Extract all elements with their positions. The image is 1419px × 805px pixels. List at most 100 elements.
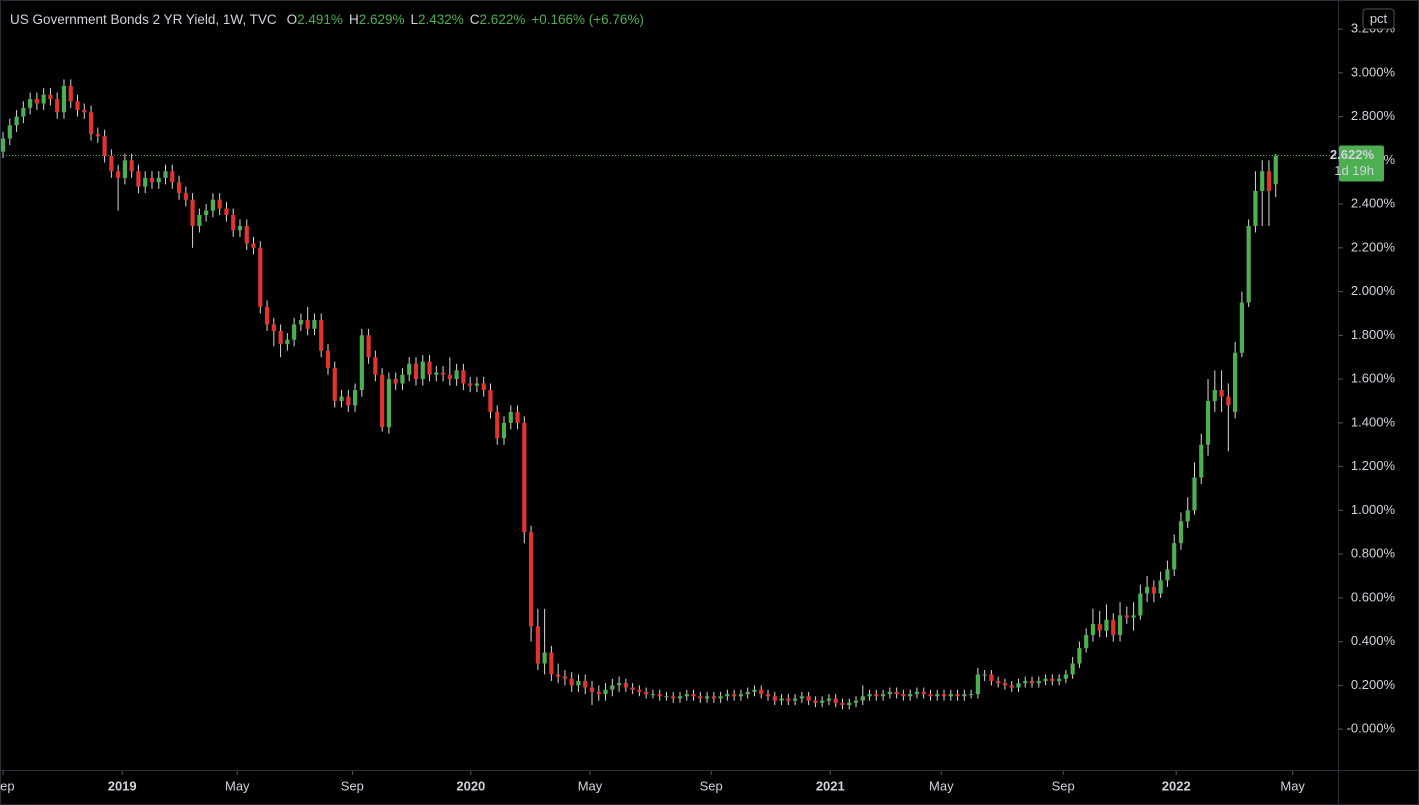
candle-body [468, 383, 473, 386]
candle-body [82, 110, 87, 113]
candle-body [928, 694, 933, 697]
candle-body [380, 374, 385, 428]
scale-button-label[interactable]: pct [1370, 11, 1388, 26]
candle-body [732, 694, 737, 697]
y-tick-label: 0.600% [1351, 589, 1396, 604]
candle-body [908, 694, 913, 697]
candle-body [786, 698, 791, 701]
ohlc-value: 2.432% [418, 12, 464, 27]
candle-body [116, 171, 121, 178]
y-tick-label: 0.200% [1351, 677, 1396, 692]
candle-body [501, 422, 507, 439]
x-tick-label: May [225, 778, 250, 793]
candle-body [772, 696, 777, 701]
candle-body [542, 652, 547, 664]
candle-body [352, 390, 358, 406]
y-tick-label: 1.000% [1351, 502, 1396, 517]
candle-body [183, 193, 188, 200]
scale-button[interactable] [1362, 8, 1395, 30]
candle-body [474, 383, 480, 386]
candle-body [278, 330, 283, 345]
candle-body [271, 324, 276, 331]
candle-body [1226, 396, 1231, 406]
chart-title: US Government Bonds 2 YR Yield, 1W, TVC [10, 12, 277, 27]
candle-body [413, 363, 419, 380]
candle-body [1185, 510, 1190, 522]
candle-body [14, 116, 19, 126]
candle-body [1063, 674, 1068, 679]
y-tick-label: 1.200% [1351, 458, 1396, 473]
candle-body [969, 694, 974, 696]
last-price-badge [1339, 145, 1384, 182]
candle-body [874, 694, 879, 697]
candle-body [68, 85, 73, 102]
candle-body [820, 700, 825, 703]
candle-body [373, 357, 378, 375]
candle-body [1023, 680, 1028, 684]
candle-body [1111, 619, 1116, 636]
candle-body [1002, 683, 1008, 686]
candle-body [745, 691, 750, 695]
candle-body [806, 696, 811, 701]
candle-body [440, 372, 446, 375]
candle-body [921, 691, 926, 695]
candle-body [1212, 390, 1217, 401]
candle-body [217, 199, 222, 209]
candle-body [420, 361, 425, 380]
candle-body [1205, 400, 1211, 445]
countdown: 1d 19h [1334, 163, 1374, 178]
candle-body [264, 306, 270, 325]
candle-body [75, 101, 80, 111]
ohlc-key: C [470, 12, 480, 27]
candle-body [610, 685, 615, 690]
candle-body [237, 225, 243, 231]
candle-body [1192, 477, 1197, 511]
candle-body [840, 702, 845, 706]
candle-body [386, 379, 392, 428]
candle-body [894, 691, 899, 695]
candle-body [1138, 593, 1143, 616]
candle-body [447, 374, 452, 380]
candle-body [813, 700, 818, 703]
candle-body [143, 177, 148, 187]
candle-body [549, 652, 554, 675]
candle-body [95, 134, 100, 137]
candle-body [136, 171, 141, 187]
candle-body [955, 694, 960, 697]
x-tick-label: 2021 [816, 778, 845, 793]
x-tick-label: Sep [341, 778, 364, 793]
y-tick-label: 1.400% [1351, 414, 1396, 429]
ohlc-key: O [287, 12, 298, 27]
candle-body [644, 691, 649, 695]
x-tick-label: May [578, 778, 603, 793]
candle-body [210, 199, 216, 211]
candle-body [204, 210, 209, 216]
candle-body [434, 372, 439, 375]
candle-body [867, 694, 872, 697]
candle-body [556, 674, 561, 677]
candle-body [799, 696, 804, 699]
candle-body [1158, 580, 1163, 594]
candle-body [576, 680, 581, 686]
candle-body [41, 94, 46, 104]
candle-body [901, 694, 906, 697]
candle-body [616, 683, 622, 686]
candle-body [298, 320, 304, 325]
candle-body [948, 694, 953, 697]
candle-body [393, 379, 398, 384]
candle-body [664, 696, 669, 698]
candle-body [989, 674, 994, 681]
candle-body [285, 339, 290, 345]
candle-body [677, 696, 683, 699]
ohlc-value: 2.491% [297, 12, 343, 27]
candle-body [887, 691, 892, 695]
candle-body [718, 696, 723, 699]
candle-body [34, 99, 39, 104]
candle-body [853, 700, 859, 703]
candle-body [190, 199, 195, 226]
x-tick-label: Sep [1052, 778, 1075, 793]
candle-body [197, 215, 202, 226]
y-tick-label: 1.800% [1351, 327, 1396, 342]
candle-body [569, 678, 574, 686]
